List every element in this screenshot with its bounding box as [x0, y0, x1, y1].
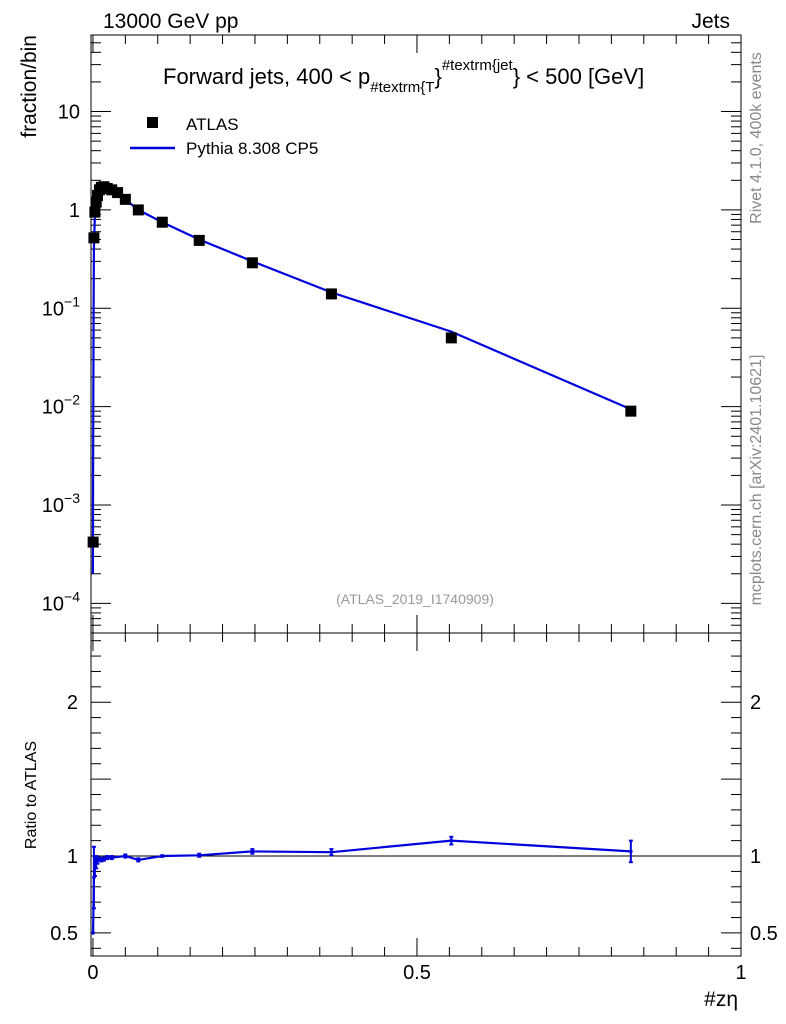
ratio-y-tick-label-left: 2 — [67, 692, 78, 714]
main-series — [87, 181, 637, 574]
x-tick-labels: 0 0.5 1 — [87, 962, 746, 984]
legend-atlas-marker — [147, 117, 158, 128]
ratio-line — [92, 839, 631, 933]
main-y-tick-label: 10 — [58, 102, 80, 124]
ratio-point — [123, 854, 128, 858]
main-y-tick-label: 10−4 — [42, 588, 80, 615]
ratio-y-tick-label-right: 1 — [750, 846, 761, 868]
title-part-sub: #textrm{T — [370, 79, 434, 96]
x-tick-label: 0 — [87, 962, 98, 984]
atlas-data-point — [106, 184, 118, 196]
main-y-tick-label: 10−1 — [42, 293, 80, 320]
ratio-point — [102, 857, 106, 861]
ratio-point — [629, 849, 633, 854]
ratio-point — [136, 858, 141, 862]
pythia-line — [91, 186, 632, 574]
x-tick-label: 0.5 — [403, 962, 431, 984]
ratio-series — [91, 835, 741, 935]
legend-pythia-label: Pythia 8.308 CP5 — [186, 139, 318, 158]
analysis-watermark: (ATLAS_2019_I1740909) — [336, 591, 494, 607]
x-tick-label: 1 — [735, 962, 746, 984]
chart-title: Forward jets, 400 < p#textrm{T}#textrm{j… — [163, 57, 644, 96]
ratio-point — [105, 855, 110, 860]
atlas-data-point — [119, 193, 131, 205]
main-y-tick-label: 1 — [69, 200, 80, 222]
mcplots-label: mcplots.cern.ch [arXiv:2401.10621] — [748, 355, 765, 606]
main-y-tick-labels: 10 1 10−1 10−2 10−3 10−4 — [42, 102, 80, 616]
main-y-axis-label: fraction/bin — [18, 35, 41, 138]
ratio-point — [250, 849, 255, 854]
header-left: 13000 GeV pp — [103, 10, 238, 33]
atlas-data-point — [132, 204, 144, 216]
ratio-point — [160, 854, 165, 858]
ratio-y-tick-labels: 0.5 0.5 1 1 2 2 — [50, 692, 778, 945]
title-part-sup: #textrm{jet — [442, 57, 514, 74]
ratio-y-tick-label-left: 0.5 — [50, 923, 78, 945]
main-y-tick-label: 10−2 — [42, 392, 80, 419]
legend: ATLAS Pythia 8.308 CP5 — [130, 115, 318, 158]
ratio-point — [449, 838, 454, 843]
ratio-ticks — [91, 633, 742, 956]
ratio-y-tick-label-left: 1 — [67, 846, 78, 868]
ratio-point — [91, 931, 95, 935]
atlas-data-point — [193, 234, 205, 246]
ratio-y-tick-label-right: 2 — [750, 692, 761, 714]
ratio-point — [109, 855, 114, 860]
main-y-tick-label: 10−3 — [42, 490, 80, 517]
ratio-point — [197, 853, 202, 858]
atlas-data-point — [246, 257, 258, 269]
atlas-data-point — [625, 405, 637, 417]
legend-atlas-label: ATLAS — [186, 115, 239, 134]
atlas-data-point — [445, 332, 457, 344]
ratio-point — [329, 850, 334, 854]
title-part-mid: } — [434, 64, 441, 89]
main-ticks — [91, 34, 742, 634]
atlas-data-point — [156, 216, 168, 228]
atlas-data-point — [89, 206, 101, 218]
ratio-y-tick-label-right: 0.5 — [750, 923, 778, 945]
ratio-y-axis-label: Ratio to ATLAS — [23, 741, 40, 849]
header-right: Jets — [691, 10, 730, 33]
atlas-data-point — [88, 232, 100, 244]
x-axis-label: #zη — [704, 988, 738, 1011]
title-part-after: } < 500 [GeV] — [513, 64, 644, 89]
atlas-data-point — [91, 190, 103, 202]
rivet-label: Rivet 4.1.0, 400k events — [748, 52, 765, 224]
title-part-before: Forward jets, 400 < p — [163, 64, 370, 89]
atlas-data-point — [90, 196, 102, 208]
ratio-panel-frame — [90, 632, 742, 957]
atlas-data-point — [87, 536, 99, 548]
atlas-data-point — [325, 288, 337, 300]
atlas-data-point — [112, 187, 124, 199]
